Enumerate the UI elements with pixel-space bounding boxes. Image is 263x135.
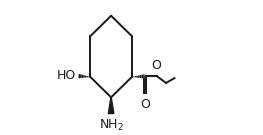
Polygon shape — [108, 97, 114, 114]
Text: NH$_2$: NH$_2$ — [99, 118, 124, 133]
Text: HO: HO — [57, 70, 76, 82]
Text: O: O — [151, 59, 161, 72]
Text: O: O — [140, 98, 150, 111]
